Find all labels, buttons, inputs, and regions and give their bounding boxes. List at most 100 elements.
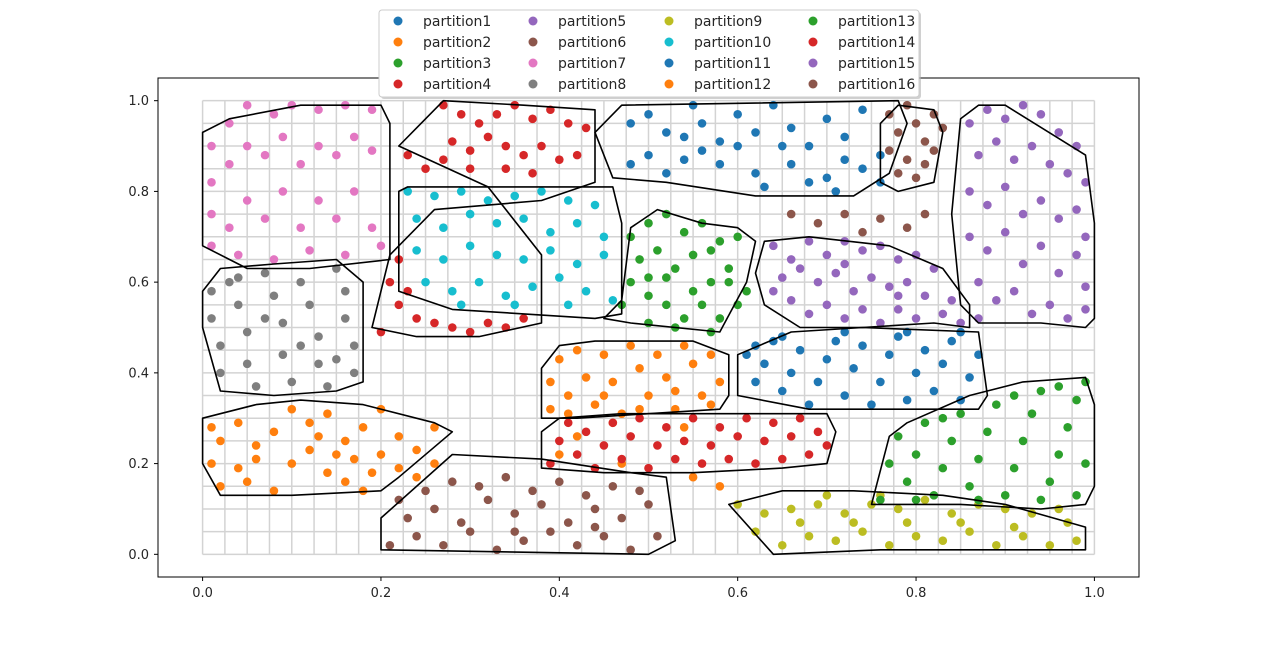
data-point-partition10 xyxy=(537,187,546,196)
data-point-partition11 xyxy=(760,359,769,369)
legend-marker xyxy=(393,79,403,89)
data-point-partition8 xyxy=(296,341,305,350)
data-point-partition5 xyxy=(777,273,787,282)
data-point-partition7 xyxy=(332,214,341,223)
data-point-partition2 xyxy=(358,423,368,432)
data-point-partition7 xyxy=(376,241,386,251)
data-point-partition2 xyxy=(216,481,225,491)
legend-label: partition1 xyxy=(423,14,491,30)
data-point-partition15 xyxy=(974,150,983,160)
data-point-partition9 xyxy=(831,536,841,546)
data-point-partition6 xyxy=(412,531,421,541)
data-point-partition7 xyxy=(349,187,359,196)
data-point-partition13 xyxy=(992,400,1001,409)
data-point-partition11 xyxy=(822,354,832,364)
data-point-partition1 xyxy=(644,109,653,119)
data-point-partition8 xyxy=(207,314,216,323)
legend-label: partition5 xyxy=(558,14,626,30)
data-point-partition11 xyxy=(947,336,957,346)
series-partition2 xyxy=(207,404,439,496)
data-point-partition9 xyxy=(849,518,858,527)
data-point-partition10 xyxy=(555,273,564,282)
data-point-partition6 xyxy=(403,513,413,523)
data-point-partition14 xyxy=(760,436,769,446)
data-point-partition15 xyxy=(1018,259,1028,269)
data-point-partition4 xyxy=(421,164,430,174)
data-point-partition3 xyxy=(644,218,653,228)
series-partition7 xyxy=(207,100,386,264)
data-point-partition16 xyxy=(893,168,903,178)
data-point-partition7 xyxy=(269,255,279,264)
data-point-partition15 xyxy=(1054,268,1064,278)
data-point-partition11 xyxy=(777,386,787,396)
data-point-partition8 xyxy=(216,341,225,350)
scatter-points xyxy=(207,100,1090,555)
legend-item-partition15: partition15 xyxy=(808,56,915,72)
data-point-partition12 xyxy=(662,373,671,382)
data-point-partition9 xyxy=(786,504,796,514)
legend-label: partition12 xyxy=(694,77,771,93)
data-point-partition15 xyxy=(974,314,983,323)
data-point-partition1 xyxy=(751,168,760,178)
x-tick-label: 0.8 xyxy=(906,586,927,601)
data-point-partition1 xyxy=(715,159,725,169)
data-point-partition13 xyxy=(902,477,912,487)
data-point-partition15 xyxy=(1063,168,1072,178)
y-tick-label: 0.0 xyxy=(128,548,149,563)
data-point-partition5 xyxy=(813,277,823,287)
data-point-partition8 xyxy=(233,273,243,282)
data-point-partition10 xyxy=(519,214,528,223)
data-point-partition2 xyxy=(269,486,279,496)
data-point-partition3 xyxy=(724,277,734,287)
data-point-partition6 xyxy=(644,500,653,509)
data-point-partition7 xyxy=(207,178,216,187)
data-point-partition4 xyxy=(465,327,475,337)
data-point-partition1 xyxy=(679,132,689,142)
data-point-partition10 xyxy=(448,286,457,296)
data-point-partition9 xyxy=(992,540,1001,550)
data-point-partition4 xyxy=(501,141,511,151)
data-point-partition5 xyxy=(831,268,841,278)
data-point-partition10 xyxy=(465,209,475,219)
data-point-partition5 xyxy=(902,277,912,287)
y-tick-label: 0.4 xyxy=(128,366,149,381)
data-point-partition1 xyxy=(804,178,814,187)
data-point-partition2 xyxy=(242,477,252,487)
data-point-partition5 xyxy=(876,241,885,251)
data-point-partition9 xyxy=(751,527,760,536)
data-point-partition7 xyxy=(296,159,305,169)
data-point-partition11 xyxy=(804,400,814,409)
data-point-partition14 xyxy=(742,413,751,423)
data-point-partition7 xyxy=(278,187,288,196)
y-tick-label: 1.0 xyxy=(128,94,149,109)
data-point-partition10 xyxy=(474,277,484,287)
data-point-partition9 xyxy=(893,504,903,514)
data-point-partition7 xyxy=(225,119,234,128)
data-point-partition8 xyxy=(349,341,359,350)
legend-item-partition2: partition2 xyxy=(393,35,491,51)
data-point-partition11 xyxy=(831,336,841,346)
data-point-partition14 xyxy=(804,450,814,459)
data-point-partition12 xyxy=(715,481,725,491)
data-point-partition15 xyxy=(1018,209,1028,219)
data-point-partition14 xyxy=(644,463,653,473)
data-point-partition9 xyxy=(795,518,805,527)
data-point-partition8 xyxy=(332,354,341,364)
data-point-partition13 xyxy=(938,413,948,423)
data-point-partition6 xyxy=(653,531,662,541)
data-point-partition2 xyxy=(332,450,341,459)
data-point-partition3 xyxy=(644,273,653,282)
data-point-partition15 xyxy=(1081,305,1090,314)
data-point-partition6 xyxy=(385,540,395,550)
data-point-partition16 xyxy=(911,119,921,128)
data-point-partition12 xyxy=(590,400,600,409)
data-point-partition8 xyxy=(287,377,297,387)
data-point-partition1 xyxy=(840,132,849,142)
data-point-partition11 xyxy=(876,377,885,387)
data-point-partition5 xyxy=(822,250,832,260)
x-axis: 0.0 0.2 0.4 0.6 0.8 1.0 xyxy=(192,577,1105,601)
data-point-partition11 xyxy=(840,391,849,400)
data-point-partition5 xyxy=(769,286,778,296)
data-point-partition1 xyxy=(858,105,867,115)
data-point-partition6 xyxy=(510,527,520,536)
